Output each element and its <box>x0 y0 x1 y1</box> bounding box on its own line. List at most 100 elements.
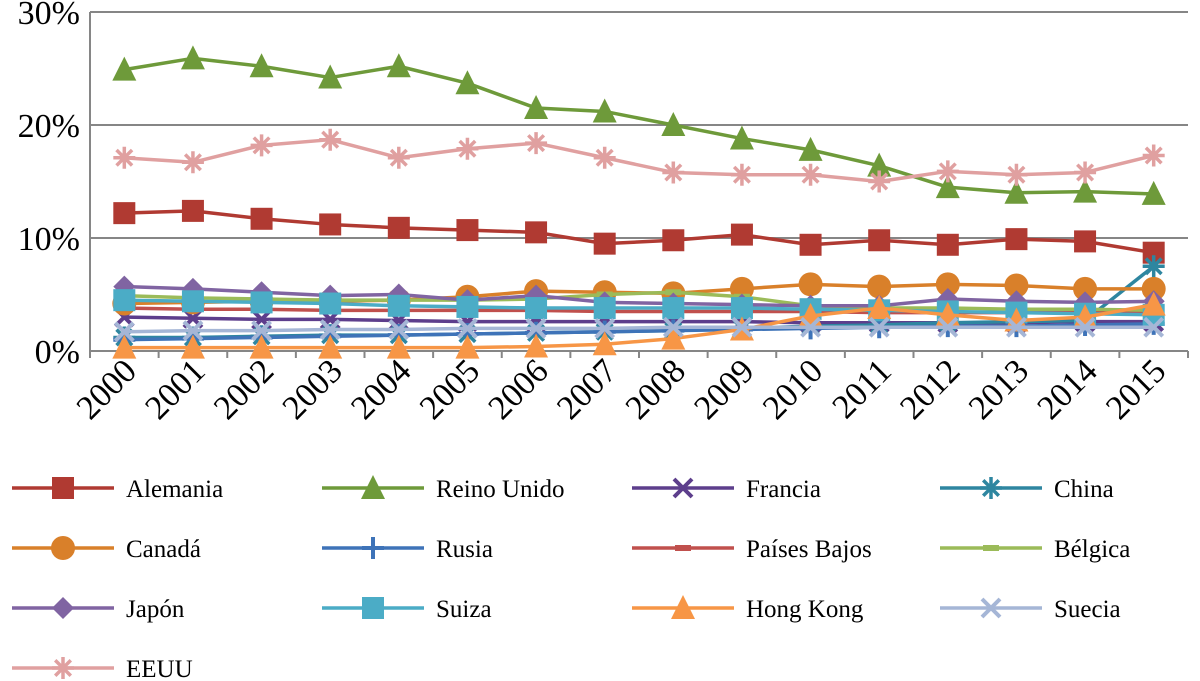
data-point <box>798 272 823 297</box>
legend-label: Rusia <box>436 536 493 563</box>
data-point <box>1004 273 1029 298</box>
data-point <box>1074 161 1097 184</box>
data-point <box>593 232 616 255</box>
data-point <box>661 112 686 136</box>
data-point <box>1074 230 1097 253</box>
data-point <box>387 294 410 317</box>
y-tick-label: 0% <box>35 334 80 371</box>
series-line <box>124 290 1154 313</box>
legend-item: Canadá <box>12 536 201 563</box>
legend-marker <box>671 595 695 619</box>
data-point <box>456 137 479 160</box>
x-tick-label: 2000 <box>70 352 144 426</box>
legend-marker <box>362 537 384 559</box>
legend-marker <box>980 597 1002 619</box>
series-line <box>124 137 1155 184</box>
data-point <box>180 334 205 359</box>
data-point <box>1142 255 1165 278</box>
data-point <box>180 45 205 70</box>
y-tick-label: 20% <box>18 108 80 145</box>
data-point <box>249 53 274 78</box>
legend-item: Rusia <box>322 536 493 563</box>
data-point <box>665 289 682 296</box>
legend-label: Japón <box>126 596 185 623</box>
data-point <box>662 297 685 320</box>
data-point <box>455 334 480 359</box>
x-tick-label: 2004 <box>344 352 418 426</box>
data-point <box>524 333 549 358</box>
data-point <box>525 297 548 320</box>
legend-marker <box>52 597 74 619</box>
x-tick-label: 2014 <box>1030 352 1104 426</box>
legend-item: Japón <box>12 596 185 623</box>
data-point <box>592 331 617 356</box>
x-tick-label: 2007 <box>550 352 624 426</box>
series-Alemania <box>113 199 1165 264</box>
legend-item: EEUU <box>12 656 193 681</box>
data-point <box>249 334 274 359</box>
data-point <box>524 95 549 120</box>
legend-label: Alemania <box>126 476 223 503</box>
legend-item: Suiza <box>322 596 492 623</box>
data-point <box>525 221 548 244</box>
data-point <box>1142 241 1165 264</box>
data-point <box>731 316 753 338</box>
data-point <box>1141 276 1166 301</box>
legend-item: Bélgica <box>940 536 1130 563</box>
x-tick-label: 2011 <box>825 352 898 425</box>
data-point <box>456 219 479 242</box>
series-line <box>124 325 1154 334</box>
data-point <box>662 316 684 338</box>
data-point <box>525 317 547 339</box>
data-point <box>457 317 478 339</box>
data-point <box>1142 144 1165 167</box>
data-point <box>935 272 960 297</box>
data-point <box>250 207 273 230</box>
data-point <box>112 334 137 359</box>
data-point <box>113 146 136 169</box>
x-tick-label: 2008 <box>619 352 693 426</box>
data-point <box>593 297 616 320</box>
data-point <box>318 64 343 89</box>
data-point <box>799 163 822 186</box>
data-point <box>182 320 204 342</box>
x-tick-label: 2001 <box>138 352 212 426</box>
data-point <box>1006 316 1027 338</box>
data-point <box>592 98 617 123</box>
series-line <box>124 56 1154 196</box>
data-point <box>318 334 343 359</box>
legend-item: Reino Unido <box>322 475 564 503</box>
legend-item: Hong Kong <box>632 595 864 623</box>
data-point <box>867 152 892 177</box>
data-point <box>319 213 342 236</box>
data-point <box>868 316 890 338</box>
data-point <box>798 136 823 161</box>
legend-item: Suecia <box>940 596 1121 623</box>
legend-marker <box>675 545 691 551</box>
data-point <box>181 199 204 222</box>
legend-item: Alemania <box>12 476 223 503</box>
data-point <box>936 233 959 256</box>
data-point <box>1141 180 1166 205</box>
data-point <box>868 170 891 193</box>
x-tick-label: 2002 <box>207 352 281 426</box>
legend-marker <box>52 657 74 679</box>
x-tick-label: 2009 <box>687 352 761 426</box>
data-point <box>867 295 892 320</box>
legend-label: Reino Unido <box>436 476 564 503</box>
data-point <box>181 290 204 313</box>
data-point <box>1004 307 1029 332</box>
data-point <box>113 289 136 312</box>
legend-marker <box>362 597 384 619</box>
data-point <box>661 325 686 350</box>
legend-marker <box>361 475 385 499</box>
data-point <box>730 297 753 320</box>
legend-item: Francia <box>632 476 821 503</box>
legend-item: Países Bajos <box>632 536 872 563</box>
data-point <box>729 125 754 150</box>
data-point <box>867 274 892 299</box>
legend-marker <box>51 536 75 560</box>
x-tick-label: 2006 <box>481 352 555 426</box>
data-point <box>319 128 342 151</box>
data-point <box>251 320 272 342</box>
